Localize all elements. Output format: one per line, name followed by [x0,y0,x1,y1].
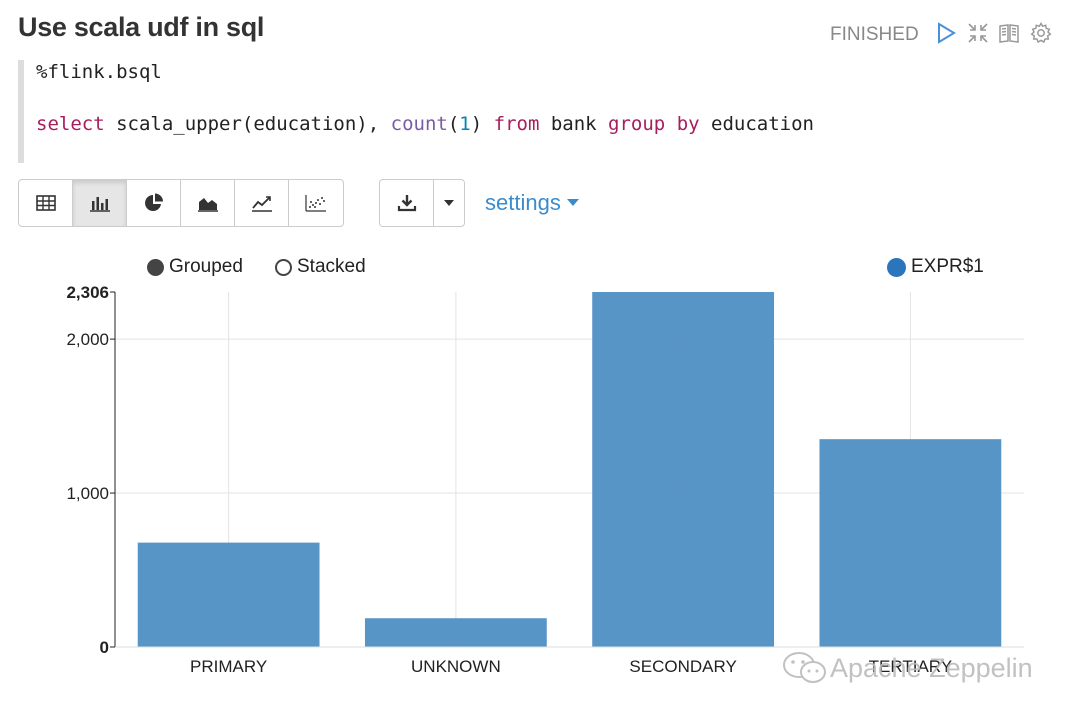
code-token: ( [447,113,460,135]
radio-filled-icon [147,258,164,276]
pie-chart-icon [144,193,163,211]
bar [592,292,775,647]
caret-down-icon [444,200,454,206]
grouped-label: Grouped [169,256,243,277]
paragraph-title: Use scala udf in sql [18,12,265,42]
code-token: group [608,113,666,135]
pie-chart-button[interactable] [127,180,181,226]
download-options-dropdown[interactable] [434,180,464,226]
x-tick-label: SECONDARY [629,657,736,676]
stacked-radio[interactable]: Stacked [275,256,366,278]
visualization-toolbar [18,179,344,227]
settings-label: settings [485,190,561,215]
scatter-chart-button[interactable] [289,180,343,226]
stacked-label: Stacked [297,256,366,277]
book-icon[interactable] [997,21,1021,45]
y-tick-label: 2,306 [66,283,109,302]
table-icon [35,195,56,211]
run-icon[interactable] [934,21,958,45]
y-tick-label: 1,000 [66,484,109,503]
code-token: count [390,113,448,135]
bar-chart-button[interactable] [73,180,127,226]
x-tick-label: PRIMARY [190,657,267,676]
wechat-icon [783,652,826,683]
watermark: Apache Zeppelin [780,650,1033,686]
series-color-dot [887,257,906,277]
watermark-text: Apache Zeppelin [830,652,1033,683]
line-chart-icon [251,196,272,212]
gear-icon[interactable] [1029,21,1053,45]
download-button[interactable] [380,180,434,226]
area-chart-button[interactable] [181,180,235,226]
download-icon [397,195,416,212]
line-chart-button[interactable] [235,180,289,226]
bar [819,439,1002,647]
code-editor[interactable]: %flink.bsql select scala_upper(education… [18,60,1064,163]
code-line-query: select scala_upper(education), count(1) … [36,113,814,135]
bar [364,618,547,647]
code-token: 1 [459,113,471,135]
collapse-icon[interactable] [966,21,990,45]
series-legend-item[interactable]: EXPR$1 [887,256,984,278]
y-tick-label: 2,000 [66,330,109,349]
code-token: by [676,113,700,135]
code-token [665,113,676,135]
caret-down-icon [566,199,579,206]
code-line-interpreter: %flink.bsql [36,61,162,83]
code-token: select [36,113,105,135]
y-tick-label: 0 [100,638,109,657]
bar-chart-icon [89,197,110,212]
table-view-button[interactable] [19,180,73,226]
code-token: ) [470,113,494,135]
radio-empty-icon [275,258,292,276]
series-legend-label: EXPR$1 [911,256,984,277]
bar [137,542,320,647]
code-token: scala_upper(education), [104,113,391,135]
code-token: education [699,113,814,135]
settings-toggle[interactable]: settings [485,190,579,216]
grouped-radio[interactable]: Grouped [147,256,243,278]
code-token: bank [539,113,609,135]
scatter-chart-icon [305,195,326,212]
download-toolbar [379,179,465,227]
x-tick-label: UNKNOWN [411,657,501,676]
status-label: FINISHED [830,24,919,45]
code-token: from [493,113,540,135]
area-chart-icon [197,198,218,212]
